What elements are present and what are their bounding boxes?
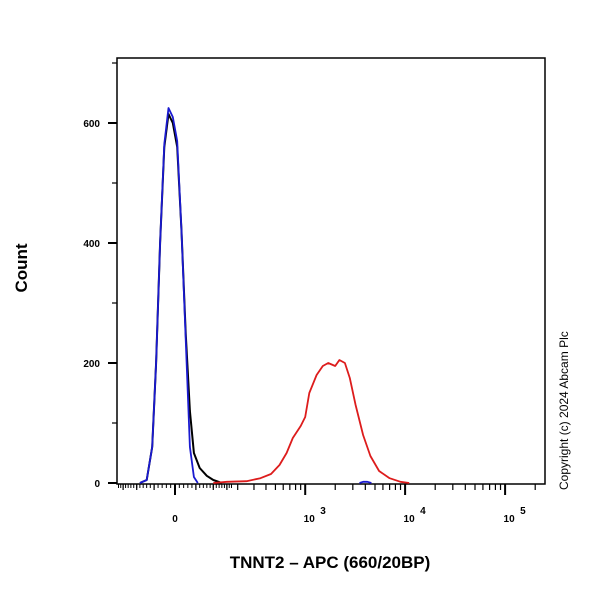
histogram-series-2 xyxy=(359,480,372,484)
plot-frame xyxy=(116,57,546,485)
x-tick-label: 10 xyxy=(304,514,316,525)
y-tick-label: 400 xyxy=(83,239,100,250)
y-axis: 0 200 400 600 xyxy=(83,62,117,490)
y-tick-label: 200 xyxy=(83,359,100,370)
x-tick-exponent: 3 xyxy=(320,506,326,517)
x-tick-label: 10 xyxy=(504,514,516,525)
histogram-series-1 xyxy=(139,107,199,484)
histogram-curves xyxy=(139,107,410,484)
y-tick-label: 600 xyxy=(83,119,100,130)
y-tick-label: 0 xyxy=(94,479,100,490)
x-tick-exponent: 5 xyxy=(520,506,526,517)
copyright-notice: Copyright (c) 2024 Abcam Plc xyxy=(557,331,571,490)
histogram-series-0 xyxy=(139,113,223,484)
x-tick-label: 0 xyxy=(172,514,178,525)
histogram-series-3 xyxy=(213,359,410,484)
y-axis-label: Count xyxy=(12,243,31,293)
x-axis: 0 10 3 10 4 10 5 xyxy=(118,484,536,525)
x-tick-exponent: 4 xyxy=(420,506,426,517)
x-axis-label: TNNT2 – APC (660/20BP) xyxy=(229,553,431,572)
x-tick-label: 10 xyxy=(404,514,416,525)
